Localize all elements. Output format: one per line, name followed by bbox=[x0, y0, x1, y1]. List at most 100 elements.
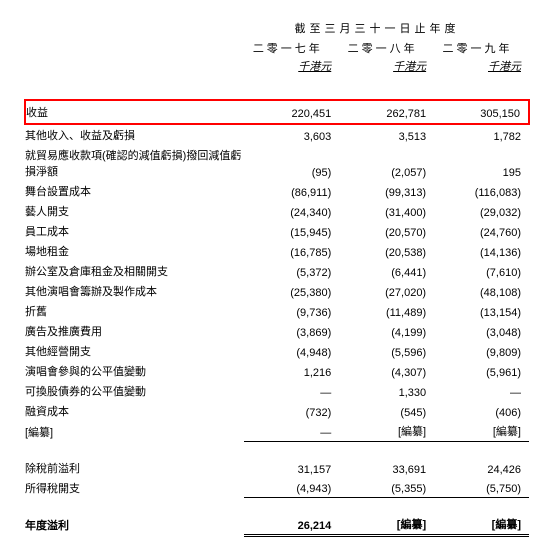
trade-recv-row: 就貿易應收款項(確認的減值虧損)撥回減值虧損淨額 (95) (2,057) 19… bbox=[25, 145, 529, 181]
concert-fv-row: 演唱會參與的公平值變動 1,216 (4,307) (5,961) bbox=[25, 361, 529, 381]
tax-label: 所得稅開支 bbox=[25, 478, 244, 498]
cell: (4,943) bbox=[244, 478, 339, 498]
cell: [編纂] bbox=[339, 514, 434, 536]
cell: (6,441) bbox=[339, 261, 434, 281]
conv-bond-fv-row: 可換股債券的公平值變動 — 1,330 — bbox=[25, 381, 529, 401]
cell: — bbox=[244, 421, 339, 442]
cell: (14,136) bbox=[434, 241, 529, 261]
cell: (20,538) bbox=[339, 241, 434, 261]
cell: (3,048) bbox=[434, 321, 529, 341]
cell: (5,961) bbox=[434, 361, 529, 381]
cell: — bbox=[434, 381, 529, 401]
concert-fv-label: 演唱會參與的公平值變動 bbox=[25, 361, 244, 381]
staff-cost-label: 員工成本 bbox=[25, 221, 244, 241]
year-col-1: 二零一七年 bbox=[244, 40, 339, 56]
revenue-v3: 305,150 bbox=[434, 100, 529, 124]
unit-3: 千港元 bbox=[434, 56, 529, 84]
unit-1: 千港元 bbox=[244, 56, 339, 84]
artist-cost-label: 藝人開支 bbox=[25, 201, 244, 221]
pbt-label: 除稅前溢利 bbox=[25, 458, 244, 478]
cell: (545) bbox=[339, 401, 434, 421]
profit-row: 年度溢利 26,214 [編纂] [編纂] bbox=[25, 514, 529, 536]
cell: (4,307) bbox=[339, 361, 434, 381]
revenue-v1: 220,451 bbox=[244, 100, 339, 124]
cell: (9,809) bbox=[434, 341, 529, 361]
trade-recv-label: 就貿易應收款項(確認的減值虧損)撥回減值虧損淨額 bbox=[25, 145, 244, 181]
cell: (15,945) bbox=[244, 221, 339, 241]
cell: [編纂] bbox=[339, 421, 434, 442]
cell: (5,355) bbox=[339, 478, 434, 498]
stage-cost-row: 舞台設置成本 (86,911) (99,313) (116,083) bbox=[25, 181, 529, 201]
cell: [編纂] bbox=[434, 514, 529, 536]
cell: (116,083) bbox=[434, 181, 529, 201]
office-rent-label: 辦公室及倉庫租金及相關開支 bbox=[25, 261, 244, 281]
revenue-v2: 262,781 bbox=[339, 100, 434, 124]
other-income-row: 其他收入、收益及虧損 3,603 3,513 1,782 bbox=[25, 124, 529, 145]
year-header-row: 二零一七年 二零一八年 二零一九年 bbox=[25, 40, 529, 56]
cell: (406) bbox=[434, 401, 529, 421]
unit-row: 千港元 千港元 千港元 bbox=[25, 56, 529, 84]
cell: (11,489) bbox=[339, 301, 434, 321]
cell: (95) bbox=[244, 145, 339, 181]
year-col-2: 二零一八年 bbox=[339, 40, 434, 56]
profit-label: 年度溢利 bbox=[25, 514, 244, 536]
redacted-row-1: [編纂] — [編纂] [編纂] bbox=[25, 421, 529, 442]
cell: (48,108) bbox=[434, 281, 529, 301]
artist-cost-row: 藝人開支 (24,340) (31,400) (29,032) bbox=[25, 201, 529, 221]
cell: — bbox=[244, 381, 339, 401]
cell: 3,513 bbox=[339, 124, 434, 145]
financial-table: 二零一七年 二零一八年 二零一九年 千港元 千港元 千港元 收益 220,451… bbox=[24, 40, 530, 537]
conv-bond-fv-label: 可換股債券的公平值變動 bbox=[25, 381, 244, 401]
other-income-label: 其他收入、收益及虧損 bbox=[25, 124, 244, 145]
venue-rent-label: 場地租金 bbox=[25, 241, 244, 261]
office-rent-row: 辦公室及倉庫租金及相關開支 (5,372) (6,441) (7,610) bbox=[25, 261, 529, 281]
cell: (31,400) bbox=[339, 201, 434, 221]
other-concert-row: 其他演唱會籌辦及製作成本 (25,380) (27,020) (48,108) bbox=[25, 281, 529, 301]
cell: 1,330 bbox=[339, 381, 434, 401]
cell: (24,760) bbox=[434, 221, 529, 241]
depreciation-label: 折舊 bbox=[25, 301, 244, 321]
cell: (4,948) bbox=[244, 341, 339, 361]
other-op-label: 其他經營開支 bbox=[25, 341, 244, 361]
venue-rent-row: 場地租金 (16,785) (20,538) (14,136) bbox=[25, 241, 529, 261]
cell: (3,869) bbox=[244, 321, 339, 341]
cell: 24,426 bbox=[434, 458, 529, 478]
revenue-label: 收益 bbox=[25, 100, 244, 124]
cell: 33,691 bbox=[339, 458, 434, 478]
cell: (4,199) bbox=[339, 321, 434, 341]
cell: 1,216 bbox=[244, 361, 339, 381]
stage-cost-label: 舞台設置成本 bbox=[25, 181, 244, 201]
revenue-row: 收益 220,451 262,781 305,150 bbox=[25, 100, 529, 124]
staff-cost-row: 員工成本 (15,945) (20,570) (24,760) bbox=[25, 221, 529, 241]
cell: 26,214 bbox=[244, 514, 339, 536]
pbt-row: 除稅前溢利 31,157 33,691 24,426 bbox=[25, 458, 529, 478]
unit-2: 千港元 bbox=[339, 56, 434, 84]
cell: (20,570) bbox=[339, 221, 434, 241]
cell: (9,736) bbox=[244, 301, 339, 321]
cell: (7,610) bbox=[434, 261, 529, 281]
cell: (99,313) bbox=[339, 181, 434, 201]
period-header: 截至三月三十一日止年度 bbox=[224, 20, 530, 36]
tax-row: 所得稅開支 (4,943) (5,355) (5,750) bbox=[25, 478, 529, 498]
other-op-row: 其他經營開支 (4,948) (5,596) (9,809) bbox=[25, 341, 529, 361]
redact1-label: [編纂] bbox=[25, 421, 244, 442]
depreciation-row: 折舊 (9,736) (11,489) (13,154) bbox=[25, 301, 529, 321]
cell: (5,372) bbox=[244, 261, 339, 281]
ad-promo-row: 廣告及推廣費用 (3,869) (4,199) (3,048) bbox=[25, 321, 529, 341]
cell: (732) bbox=[244, 401, 339, 421]
cell: (13,154) bbox=[434, 301, 529, 321]
cell: 31,157 bbox=[244, 458, 339, 478]
cell: (5,750) bbox=[434, 478, 529, 498]
finance-cost-label: 融資成本 bbox=[25, 401, 244, 421]
other-concert-label: 其他演唱會籌辦及製作成本 bbox=[25, 281, 244, 301]
cell: (29,032) bbox=[434, 201, 529, 221]
finance-cost-row: 融資成本 (732) (545) (406) bbox=[25, 401, 529, 421]
ad-promo-label: 廣告及推廣費用 bbox=[25, 321, 244, 341]
cell: (5,596) bbox=[339, 341, 434, 361]
cell: (27,020) bbox=[339, 281, 434, 301]
cell: [編纂] bbox=[434, 421, 529, 442]
cell: 3,603 bbox=[244, 124, 339, 145]
cell: 195 bbox=[434, 145, 529, 181]
cell: 1,782 bbox=[434, 124, 529, 145]
cell: (86,911) bbox=[244, 181, 339, 201]
